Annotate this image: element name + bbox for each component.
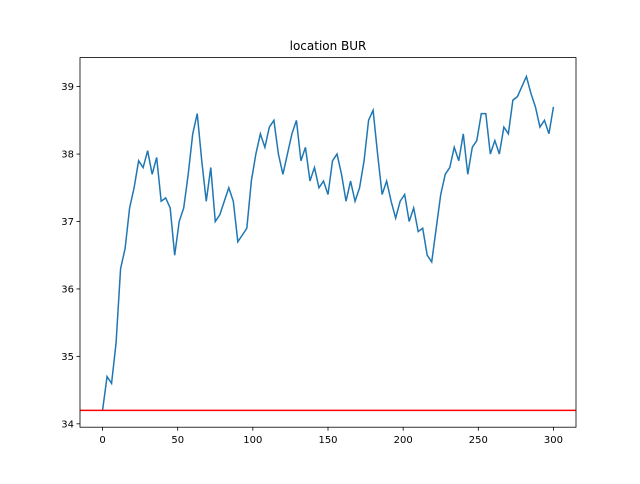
x-tick-label: 250	[469, 435, 488, 446]
x-tick-label: 100	[243, 435, 262, 446]
data-line	[101, 74, 555, 411]
y-tick-label: 38	[61, 150, 74, 161]
x-tick-label: 50	[171, 435, 184, 446]
y-tick-label: 39	[61, 82, 74, 93]
y-tick-label: 35	[61, 352, 74, 363]
x-tick-label: 200	[394, 435, 413, 446]
chart-title: location BUR	[290, 39, 367, 53]
x-tick-label: 300	[544, 435, 563, 446]
plot-frame	[79, 57, 577, 428]
x-tick-label: 150	[318, 435, 337, 446]
y-tick-label: 37	[61, 217, 74, 228]
x-tick-label: 0	[99, 435, 105, 446]
y-tick-label: 34	[61, 419, 74, 430]
y-tick-label: 36	[61, 284, 74, 295]
